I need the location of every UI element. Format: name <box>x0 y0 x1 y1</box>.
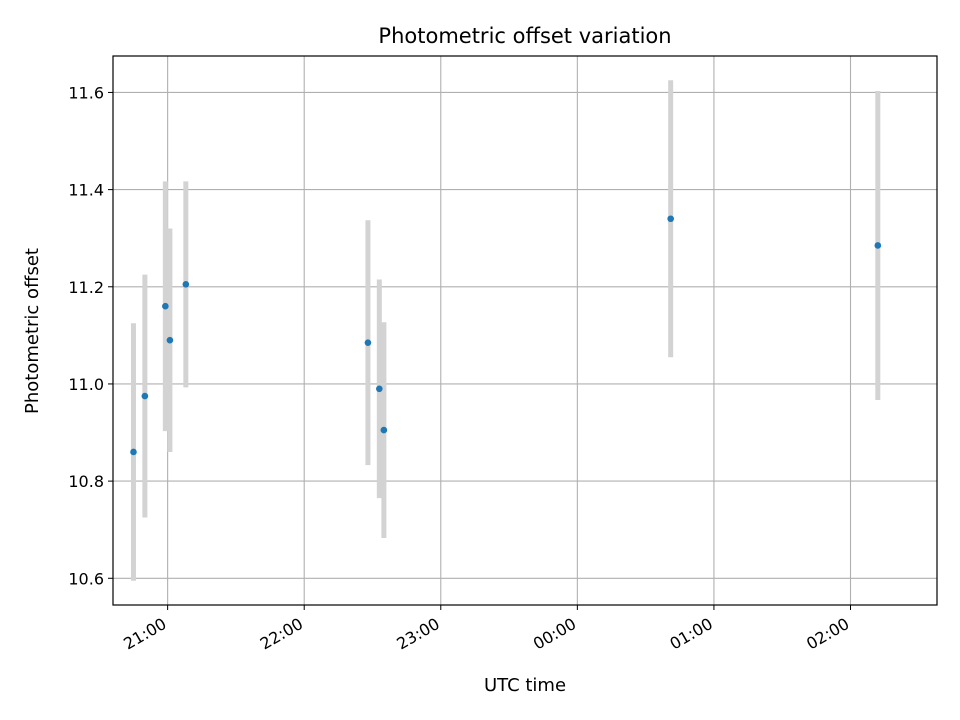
y-tick-label: 11.0 <box>68 375 104 394</box>
y-tick-label: 11.2 <box>68 278 104 297</box>
x-tick-label: 02:00 <box>803 614 852 654</box>
data-points <box>130 215 882 456</box>
data-point <box>364 339 372 346</box>
x-tick-label: 21:00 <box>120 614 169 654</box>
data-point <box>162 302 169 310</box>
error-bars <box>130 80 881 581</box>
x-axis-label: UTC time <box>484 675 566 696</box>
x-tick-label: 00:00 <box>530 614 579 654</box>
data-point <box>166 336 174 344</box>
data-point <box>380 426 388 434</box>
y-axis-label: Photometric offset <box>22 248 43 414</box>
data-point <box>182 281 190 288</box>
x-tick-label: 23:00 <box>393 614 442 654</box>
data-point <box>130 448 137 456</box>
data-point <box>141 392 149 400</box>
y-tick-label: 10.8 <box>68 472 104 491</box>
grid-lines <box>113 56 937 605</box>
y-axis-ticks: 10.6 10.8 11.0 11.2 11.4 11.6 <box>68 83 113 588</box>
data-point <box>376 385 383 393</box>
data-point <box>874 242 882 249</box>
chart-title: Photometric offset variation <box>378 24 671 48</box>
x-axis-ticks: 21:00 22:00 23:00 00:00 01:00 02:00 <box>120 605 853 654</box>
y-tick-label: 11.4 <box>68 181 104 200</box>
y-tick-label: 11.6 <box>68 83 104 102</box>
plot-frame <box>112 55 938 606</box>
x-tick-label: 01:00 <box>666 614 715 654</box>
x-tick-label: 22:00 <box>257 614 306 654</box>
y-tick-label: 10.6 <box>68 569 104 588</box>
data-point <box>667 215 674 223</box>
